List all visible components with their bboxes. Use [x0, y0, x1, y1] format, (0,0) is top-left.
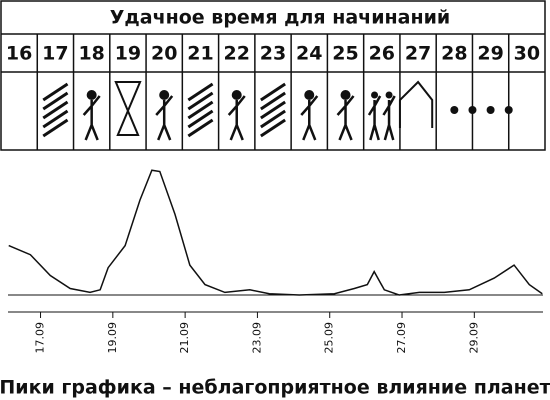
stripe-icon	[260, 100, 286, 120]
day-label: 19	[115, 43, 141, 65]
x-tick-label: 23.09	[250, 322, 263, 354]
figure-head	[159, 90, 170, 100]
day-label: 22	[224, 43, 250, 65]
day-label: 18	[78, 43, 104, 65]
figure-body	[367, 95, 382, 141]
day-label: 28	[441, 43, 467, 65]
stripe-icon	[42, 109, 69, 129]
day-label: 30	[514, 43, 540, 65]
day-label: 26	[369, 43, 395, 65]
stripe-icon	[42, 118, 69, 138]
stripe-icon	[260, 109, 286, 129]
figure-head	[385, 91, 393, 99]
stripe-icon	[260, 91, 286, 111]
header-title: Удачное время для начинаний	[110, 7, 450, 29]
figure-body	[227, 95, 246, 141]
day-label: 20	[151, 43, 177, 65]
x-tick-label: 29.09	[467, 322, 480, 354]
x-tick-label: 27.09	[395, 322, 408, 354]
figure-head	[231, 90, 242, 100]
day-label: 21	[187, 43, 213, 65]
caption: Пики графика – неблагоприятное влияние п…	[0, 377, 550, 399]
x-tick-label: 25.09	[323, 322, 336, 354]
day-label: 17	[42, 43, 68, 65]
day-label: 24	[296, 43, 322, 65]
day-label: 29	[477, 43, 503, 65]
figure-body	[382, 95, 396, 141]
day-label: 23	[260, 43, 286, 65]
figure-body	[155, 95, 174, 141]
stripe-icon	[187, 82, 214, 102]
stripe-icon	[260, 82, 286, 102]
header-grid	[0, 0, 546, 151]
figure-head	[340, 90, 351, 100]
day-label: 25	[332, 43, 358, 65]
small-figure	[450, 106, 459, 114]
stripe-icon	[42, 91, 69, 111]
day-label: 16	[6, 43, 32, 65]
x-tick-label: 21.09	[178, 322, 191, 354]
figure-head	[304, 90, 315, 100]
day-label: 27	[405, 43, 431, 65]
stripe-icon	[260, 118, 286, 138]
figure-body	[82, 95, 101, 141]
stripe-icon	[42, 82, 69, 102]
x-tick-label: 17.09	[34, 322, 47, 354]
house-icon	[398, 80, 434, 128]
figure-head	[86, 90, 97, 100]
x-tick-label: 19.09	[106, 322, 119, 354]
figure-body	[300, 95, 319, 141]
hourglass-icon	[114, 81, 142, 136]
stripe-icon	[187, 109, 214, 129]
figure-head	[371, 91, 379, 99]
icons	[42, 80, 513, 141]
stripe-icon	[42, 100, 69, 120]
stripe-icon	[187, 118, 214, 138]
data-line	[8, 169, 543, 296]
small-figure	[486, 106, 495, 114]
stripe-icon	[187, 91, 214, 111]
stripe-icon	[187, 100, 214, 120]
figure-body	[336, 95, 355, 141]
